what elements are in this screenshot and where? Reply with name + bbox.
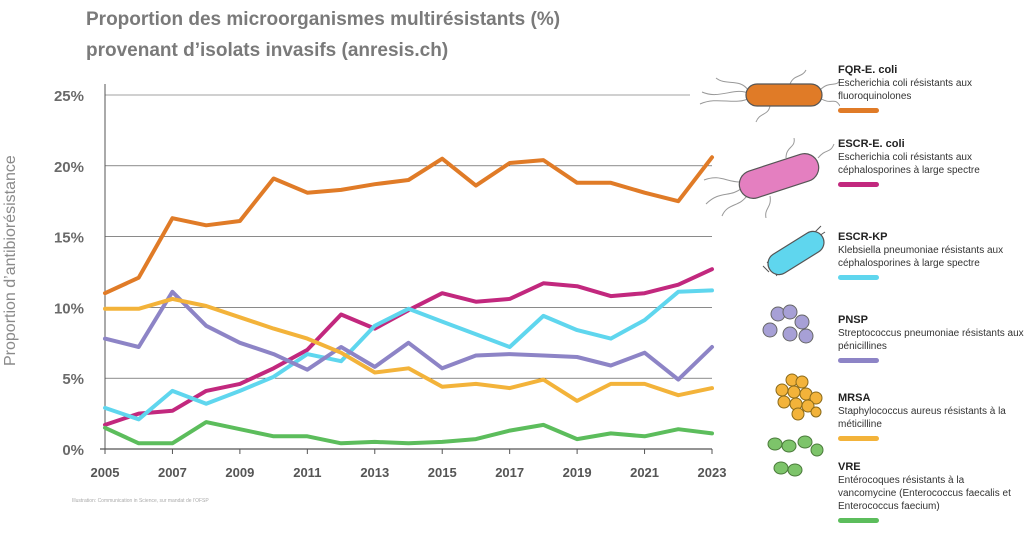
x-tick-label: 2017 xyxy=(495,465,524,480)
chart-title: Proportion des microorganismes multirési… xyxy=(86,4,560,66)
legend-code: PNSP xyxy=(838,314,868,326)
legend-swatch xyxy=(838,108,879,113)
x-tick-label: 2019 xyxy=(563,465,592,480)
legend-description: Staphylococcus aureus résistants à la mé… xyxy=(838,406,1006,430)
y-tick-label: 15% xyxy=(54,230,84,247)
y-tick-label: 20% xyxy=(54,159,84,176)
title-line-2: provenant d’isolats invasifs (anresis.ch… xyxy=(86,40,449,61)
y-tick-label: 5% xyxy=(62,371,84,388)
x-tick-label: 2005 xyxy=(91,465,120,480)
x-tick-label: 2009 xyxy=(225,465,254,480)
title-line-1: Proportion des microorganismes multirési… xyxy=(86,9,561,30)
credit-text: Illustration: Communication in Science, … xyxy=(72,498,209,504)
legend-description: Streptococcus pneumoniae résistants aux … xyxy=(838,328,1024,352)
legend-code: MRSA xyxy=(838,392,871,404)
series-line-vre xyxy=(103,420,714,446)
e-coli-pink-icon xyxy=(703,138,835,218)
legend-swatch xyxy=(838,518,879,523)
staphylococcus-icon xyxy=(775,373,823,421)
y-tick-label: 25% xyxy=(54,88,84,105)
legend-item: VRE Entérocoques résistants à la vancomyc… xyxy=(838,461,1024,523)
legend-description: Escherichia coli résistants aux céphalos… xyxy=(838,152,980,176)
legend-swatch xyxy=(838,275,879,280)
legend-item: MRSA Staphylococcus aureus résistants à l… xyxy=(838,392,1024,441)
legend-code: VRE xyxy=(838,461,861,473)
series-line-pnsp xyxy=(103,289,714,382)
legend-code: FQR-E. coli xyxy=(838,64,898,76)
legend-item: PNSP Streptococcus pneumoniae résistants … xyxy=(838,314,1024,363)
streptococcus-icon xyxy=(762,304,814,344)
legend-swatch xyxy=(838,358,879,363)
series-line-escr-kp xyxy=(103,288,714,422)
series-line-mrsa xyxy=(103,296,714,403)
x-tick-label: 2011 xyxy=(293,465,321,480)
legend-code: ESCR-KP xyxy=(838,231,888,243)
series-line-fqr-e-coli xyxy=(103,155,714,296)
legend-swatch xyxy=(838,182,879,187)
legend-swatch xyxy=(838,436,879,441)
legend-item: ESCR-E. coli Escherichia coli résistants … xyxy=(838,138,1024,187)
legend-item: ESCR-KP Klebsiella pneumoniae résistants … xyxy=(838,231,1024,280)
e-coli-orange-icon xyxy=(699,69,840,123)
y-tick-label: 10% xyxy=(54,300,84,317)
y-tick-label: 0% xyxy=(62,442,84,459)
x-tick-label: 2021 xyxy=(630,465,659,480)
legend-code: ESCR-E. coli xyxy=(838,138,905,150)
x-tick-label: 2023 xyxy=(698,465,727,480)
x-tick-label: 2015 xyxy=(428,465,457,480)
legend-description: Escherichia coli résistants aux fluoroqu… xyxy=(838,78,972,102)
enterococcus-icon xyxy=(767,435,824,477)
legend-description: Entérocoques résistants à la vancomycine… xyxy=(838,475,1011,512)
x-tick-label: 2013 xyxy=(360,465,389,480)
klebsiella-icon xyxy=(762,225,826,277)
legend-description: Klebsiella pneumoniae résistants aux cép… xyxy=(838,245,1004,269)
legend-item: FQR-E. coli Escherichia coli résistants a… xyxy=(838,64,1024,113)
x-tick-label: 2007 xyxy=(158,465,187,480)
